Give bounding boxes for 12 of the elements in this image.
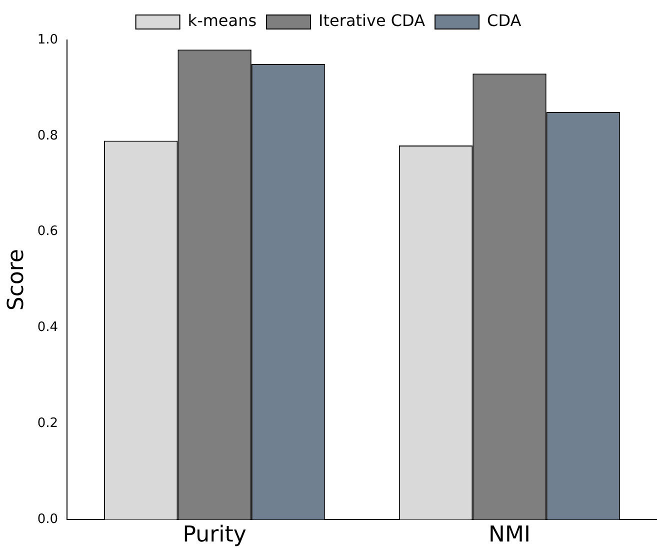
legend-label: CDA	[487, 11, 522, 30]
y-tick-label: 0.6	[37, 224, 58, 240]
x-tick-label: Purity	[182, 522, 246, 548]
legend-label: Iterative CDA	[318, 11, 426, 30]
y-tick-label: 0.4	[37, 320, 58, 336]
legend-label: k-means	[188, 11, 257, 30]
y-tick-label: 0.0	[37, 512, 58, 527]
y-tick-label: 0.8	[37, 128, 58, 144]
x-tick-label: NMI	[488, 522, 530, 548]
y-tick-label: 1.0	[37, 32, 58, 48]
y-tick-label: 0.2	[37, 416, 58, 432]
y-axis-title: Score	[4, 248, 29, 311]
